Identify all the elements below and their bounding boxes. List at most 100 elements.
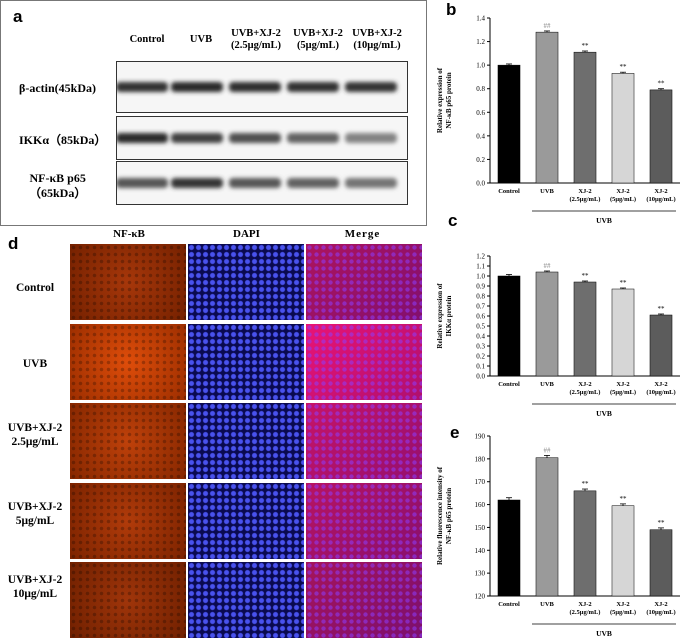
y-tick-label: 1.4 (476, 15, 485, 23)
x-tick-label: (10μg/mL) (646, 389, 675, 396)
y-tick-label: 150 (475, 524, 486, 532)
blot-band (287, 133, 339, 143)
blot-col-label-uvb: UVB (189, 34, 213, 45)
if-row-label-xj2-2.5: UVB+XJ-2 2.5μg/mL (7, 422, 63, 448)
blot-band (116, 82, 168, 92)
blot-band (171, 133, 223, 143)
blot-col-label-xj2-10: UVB+XJ-2 (10μg/mL) (352, 28, 402, 51)
merge-image (306, 403, 422, 479)
blot-row-label-nfkb: NF-κB p65 （65kDa） (29, 171, 87, 200)
y-tick-label: 130 (475, 570, 486, 578)
nfkb-image (70, 562, 186, 638)
blot-band (287, 82, 339, 92)
channel-label-dapi: DAPI (233, 228, 260, 240)
channel-label-nfkb: NF-κB (113, 228, 145, 240)
channel-label-merge: Merge (344, 228, 381, 240)
y-tick-label: 140 (475, 547, 486, 555)
nfkb-image (70, 323, 186, 400)
y-tick-label: 0.8 (476, 293, 485, 301)
significance-mark: ## (544, 446, 552, 454)
panel-a-letter: a (13, 7, 23, 26)
blot-col-label-xj2-5: UVB+XJ-2 (5μg/mL) (293, 28, 343, 51)
y-tick-label: 0.9 (476, 283, 485, 291)
merge-image (306, 562, 422, 638)
blot-band (116, 178, 168, 188)
x-tick-label: (2.5μg/mL) (570, 389, 601, 396)
significance-mark: ** (620, 495, 628, 503)
x-tick-label: XJ-2 (578, 601, 591, 608)
bar (611, 505, 635, 597)
x-tick-label: UVB (540, 381, 554, 388)
blot-band (116, 133, 168, 143)
blot-col-label-control: Control (129, 34, 165, 45)
bar (649, 529, 673, 597)
panel-a: a Control UVB UVB+XJ-2 (2.5μg/mL) UVB+XJ… (0, 0, 427, 226)
blot-band (171, 178, 223, 188)
dapi-image (188, 244, 304, 320)
blot-band (345, 178, 397, 188)
bar (649, 314, 673, 377)
dapi-image (188, 482, 304, 559)
significance-mark: ** (658, 305, 666, 313)
blot-band (229, 178, 281, 188)
blot-strip-actin (116, 61, 408, 113)
significance-mark: ** (620, 279, 628, 287)
x-tick-label: XJ-2 (654, 381, 667, 388)
x-tick-label: (5μg/mL) (610, 196, 636, 203)
y-tick-label: 0.3 (476, 343, 485, 351)
y-axis-label: Relative expression of (436, 283, 444, 349)
bar (535, 457, 559, 597)
panel-c-letter: c (448, 211, 458, 230)
if-row-label-uvb: UVB (22, 358, 48, 370)
significance-mark: ** (582, 272, 590, 280)
x-tick-label: XJ-2 (654, 188, 667, 195)
if-row-label-xj2-10: UVB+XJ-2 10μg/mL (7, 574, 63, 600)
blot-band (229, 82, 281, 92)
y-tick-label: 0.1 (476, 363, 485, 371)
x-tick-label: (5μg/mL) (610, 609, 636, 616)
immunofluorescence-grid (70, 244, 422, 638)
bar (535, 31, 559, 184)
blot-band (345, 133, 397, 143)
y-tick-label: 160 (475, 501, 486, 509)
y-axis-label: Relative fluorescence intensity of (436, 466, 444, 565)
chart-c: 0.0 0.1 0.2 0.3 0.4 0.5 0.6 0.7 0.8 0.9 1.0 1.1 1.2 R… (436, 253, 680, 418)
x-tick-label: Control (498, 188, 520, 195)
merge-image (306, 244, 422, 320)
x-tick-label: UVB (540, 601, 554, 608)
bar (573, 281, 597, 377)
x-tick-label: (5μg/mL) (610, 389, 636, 396)
x-tick-label: (10μg/mL) (646, 609, 675, 616)
x-tick-label: (2.5μg/mL) (570, 609, 601, 616)
y-tick-label: 0.2 (476, 156, 485, 164)
y-axis-label: IKKα protein (445, 295, 453, 336)
significance-mark: ** (620, 63, 628, 71)
dapi-image (188, 403, 304, 479)
blot-band (345, 82, 397, 92)
x-tick-label: XJ-2 (654, 601, 667, 608)
y-tick-label: 1.1 (476, 263, 485, 271)
x-tick-label: UVB (540, 188, 554, 195)
significance-mark: ## (544, 262, 552, 270)
significance-mark: ** (582, 42, 590, 50)
y-tick-label: 1.2 (476, 38, 485, 46)
panel-b-letter: b (446, 0, 457, 19)
if-row-label-control: Control (15, 282, 55, 294)
panel-e-letter: e (450, 423, 460, 442)
significance-mark: ** (582, 480, 590, 488)
x-tick-label: (2.5μg/mL) (570, 196, 601, 203)
blot-row-label-ikka: IKKα（85kDa） (19, 133, 107, 147)
y-axis-label: Relative expression of (436, 67, 444, 133)
y-axis-label: NF-κB p65 protein (445, 72, 453, 128)
bar (573, 490, 597, 597)
bar (573, 51, 597, 184)
dapi-image (188, 562, 304, 638)
y-tick-label: 190 (475, 433, 486, 441)
x-tick-label: XJ-2 (578, 188, 591, 195)
blot-row-label-actin: β-actin(45kDa) (19, 81, 96, 95)
y-tick-label: 120 (475, 593, 486, 601)
blot-strip-nfkb (116, 161, 408, 205)
x-tick-label: (10μg/mL) (646, 196, 675, 203)
y-tick-label: 1.0 (476, 62, 485, 70)
y-tick-label: 1.0 (476, 273, 485, 281)
